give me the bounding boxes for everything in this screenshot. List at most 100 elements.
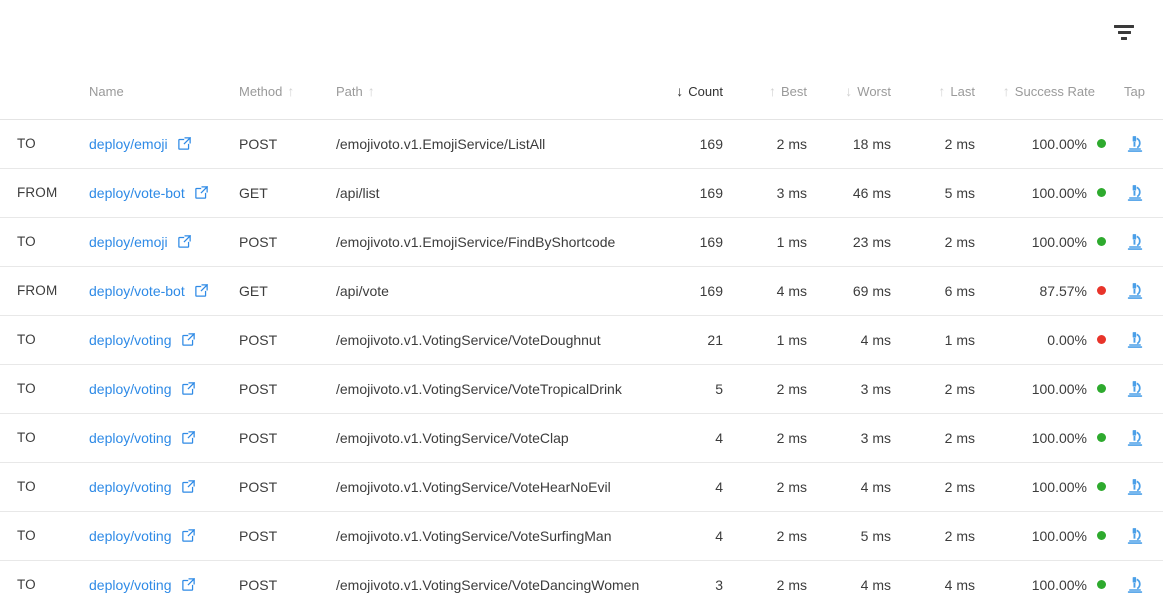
cell-name: deploy/voting [89, 511, 239, 561]
column-header-best[interactable]: ↑ Best [723, 64, 807, 120]
cell-tap [1106, 413, 1163, 463]
microscope-icon[interactable] [1125, 232, 1145, 252]
resource-link[interactable]: deploy/voting [89, 380, 172, 397]
external-link-icon[interactable] [194, 283, 209, 298]
cell-last: 2 ms [891, 511, 975, 561]
cell-method: POST [239, 560, 336, 599]
microscope-icon[interactable] [1125, 526, 1145, 546]
column-header-last[interactable]: ↑ Last [891, 64, 975, 120]
success-rate-value: 100.00% [1031, 576, 1087, 593]
method-label: GET [239, 282, 268, 299]
external-link-icon[interactable] [177, 136, 192, 151]
success-rate-value: 0.00% [1047, 331, 1087, 348]
cell-best: 2 ms [723, 462, 807, 512]
best-value: 1 ms [776, 331, 807, 348]
cell-count: 4 [650, 511, 723, 561]
microscope-icon[interactable] [1125, 575, 1145, 595]
external-link-icon[interactable] [181, 430, 196, 445]
method-label: POST [239, 380, 278, 397]
resource-link[interactable]: deploy/voting [89, 331, 172, 348]
external-link-icon[interactable] [181, 577, 196, 592]
column-header-path[interactable]: Path ↑ [336, 64, 650, 120]
success-rate-value: 100.00% [1031, 478, 1087, 495]
method-label: POST [239, 478, 278, 495]
resource-link[interactable]: deploy/voting [89, 429, 172, 446]
table-row: TO deploy/voting POST/emojivoto.v1.VotingS… [0, 413, 1163, 463]
best-value: 2 ms [776, 380, 807, 397]
cell-tap [1106, 364, 1163, 414]
cell-last: 5 ms [891, 168, 975, 218]
cell-success-rate: 100.00% [975, 511, 1106, 561]
cell-name: deploy/vote-bot [89, 266, 239, 316]
external-link-icon[interactable] [194, 185, 209, 200]
column-label-success-rate: Success Rate [1014, 83, 1095, 99]
cell-worst: 23 ms [807, 217, 891, 267]
success-rate-value: 100.00% [1031, 380, 1087, 397]
column-header-direction[interactable] [0, 64, 89, 120]
worst-value: 5 ms [860, 527, 891, 544]
last-value: 2 ms [944, 233, 975, 250]
cell-last: 2 ms [891, 119, 975, 169]
resource-link[interactable]: deploy/vote-bot [89, 282, 185, 299]
cell-success-rate: 100.00% [975, 364, 1106, 414]
cell-tap [1106, 168, 1163, 218]
path-label: /api/list [336, 184, 380, 201]
external-link-icon[interactable] [181, 332, 196, 347]
direction-label: TO [17, 234, 36, 249]
path-label: /emojivoto.v1.VotingService/VoteTropical… [336, 380, 622, 397]
cell-tap [1106, 511, 1163, 561]
status-badge [1097, 188, 1106, 197]
microscope-icon[interactable] [1125, 183, 1145, 203]
resource-link[interactable]: deploy/emoji [89, 135, 168, 152]
column-label-best: Best [780, 83, 807, 99]
microscope-icon[interactable] [1125, 428, 1145, 448]
cell-count: 169 [650, 266, 723, 316]
cell-name: deploy/emoji [89, 217, 239, 267]
last-value: 4 ms [944, 576, 975, 593]
column-label-tap: Tap [1124, 83, 1145, 99]
cell-success-rate: 100.00% [975, 217, 1106, 267]
table-row: FROM deploy/vote-bot GET/api/list 169 3 ms 46… [0, 168, 1163, 218]
column-header-success-rate[interactable]: ↑ Success Rate [975, 64, 1106, 120]
column-header-method[interactable]: Method ↑ [239, 64, 336, 120]
external-link-icon[interactable] [181, 479, 196, 494]
worst-value: 46 ms [852, 184, 891, 201]
table-row: TO deploy/voting POST/emojivoto.v1.VotingS… [0, 560, 1163, 599]
cell-last: 6 ms [891, 266, 975, 316]
best-value: 2 ms [776, 478, 807, 495]
column-header-worst[interactable]: ↓ Worst [807, 64, 891, 120]
filter-button[interactable] [1107, 15, 1141, 49]
microscope-icon[interactable] [1125, 330, 1145, 350]
sort-asc-icon-last: ↑ [938, 83, 946, 100]
method-label: POST [239, 576, 278, 593]
cell-direction: TO [0, 511, 89, 561]
cell-success-rate: 100.00% [975, 413, 1106, 463]
microscope-icon[interactable] [1125, 281, 1145, 301]
microscope-icon[interactable] [1125, 134, 1145, 154]
method-label: POST [239, 135, 278, 152]
resource-link[interactable]: deploy/vote-bot [89, 184, 185, 201]
external-link-icon[interactable] [177, 234, 192, 249]
resource-link[interactable]: deploy/emoji [89, 233, 168, 250]
table-row: TO deploy/emoji POST/emojivoto.v1.EmojiSer… [0, 217, 1163, 267]
direction-label: TO [17, 332, 36, 347]
last-value: 6 ms [944, 282, 975, 299]
resource-link[interactable]: deploy/voting [89, 527, 172, 544]
count-value: 169 [699, 184, 723, 201]
worst-value: 23 ms [852, 233, 891, 250]
resource-link[interactable]: deploy/voting [89, 576, 172, 593]
column-header-count[interactable]: ↓ Count [650, 64, 723, 120]
cell-path: /emojivoto.v1.VotingService/VoteTropical… [336, 364, 650, 414]
path-label: /emojivoto.v1.VotingService/VoteDancingW… [336, 576, 640, 593]
microscope-icon[interactable] [1125, 379, 1145, 399]
cell-worst: 3 ms [807, 364, 891, 414]
column-header-name[interactable]: Name [89, 64, 239, 120]
external-link-icon[interactable] [181, 528, 196, 543]
worst-value: 3 ms [860, 380, 891, 397]
resource-link[interactable]: deploy/voting [89, 478, 172, 495]
microscope-icon[interactable] [1125, 477, 1145, 497]
cell-worst: 3 ms [807, 413, 891, 463]
direction-label: TO [17, 381, 36, 396]
external-link-icon[interactable] [181, 381, 196, 396]
